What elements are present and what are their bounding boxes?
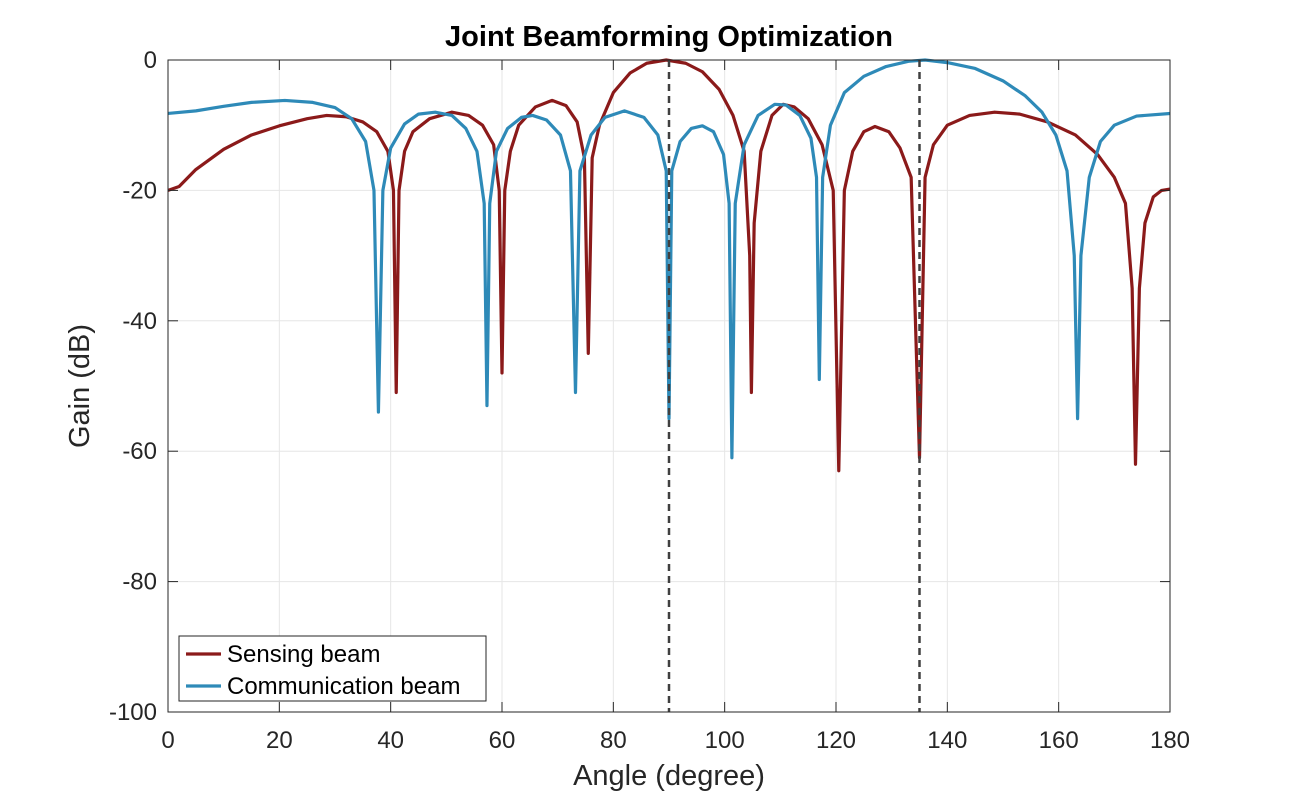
series-line-sensing-beam (168, 58, 1170, 473)
axes-box (167, 59, 1171, 713)
y-axis-label: Gain (dB) (64, 324, 96, 448)
x-tick-label: 60 (489, 727, 516, 754)
x-axis-label: Angle (degree) (573, 760, 765, 792)
y-tick-label: -20 (122, 177, 157, 204)
x-tick-label: 80 (600, 727, 627, 754)
y-tick-label: -80 (122, 569, 157, 596)
series-line-communication-beam (168, 58, 1170, 460)
x-tick-label: 40 (377, 727, 404, 754)
chart-title: Joint Beamforming Optimization (445, 21, 893, 53)
x-tick-label: 120 (816, 727, 856, 754)
y-tick-label: -40 (122, 308, 157, 335)
legend: Sensing beam Communication beam (178, 635, 487, 702)
legend-entry-label: Sensing beam (227, 641, 380, 668)
x-tick-label: 100 (705, 727, 745, 754)
x-tick-label: 180 (1150, 727, 1190, 754)
legend-box (178, 635, 487, 702)
legend-entry-label: Communication beam (227, 673, 460, 700)
y-tick-label: 0 (144, 47, 157, 74)
x-tick-label: 20 (266, 727, 293, 754)
y-tick-label: -100 (109, 699, 157, 726)
x-tick-label: 140 (927, 727, 967, 754)
x-tick-label: 160 (1039, 727, 1079, 754)
y-tick-label: -60 (122, 438, 157, 465)
x-tick-label: 0 (161, 727, 174, 754)
